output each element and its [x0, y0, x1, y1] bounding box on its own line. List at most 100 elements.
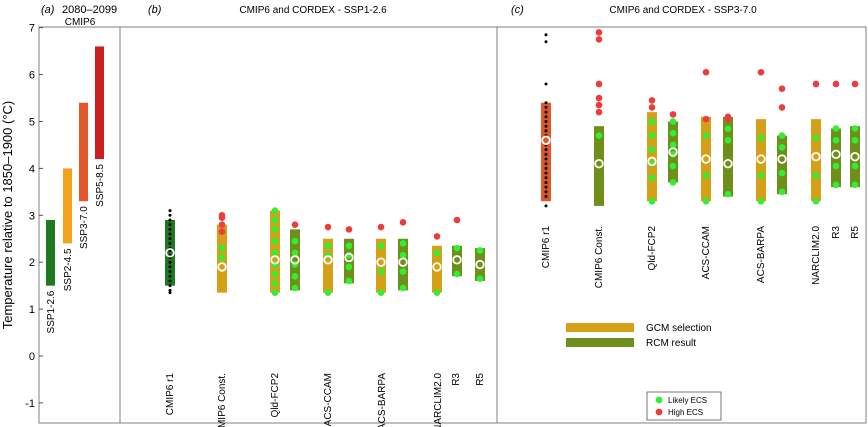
likely-ecs-dot [377, 289, 385, 296]
likely-ecs-dot [812, 172, 820, 179]
median-marker [290, 255, 300, 265]
ssp-range-bar [95, 46, 104, 160]
likely-ecs-dot [399, 268, 407, 275]
model-member-dot [544, 195, 548, 199]
y-tick-label: 4 [29, 163, 35, 175]
likely-ecs-dot [724, 125, 732, 132]
likely-ecs-dot [291, 249, 299, 257]
ssp-label: SSP3-7.0 [79, 206, 90, 249]
legend-high-marker [655, 408, 663, 416]
likely-ecs-dot [778, 169, 786, 177]
high-ecs-dot [702, 68, 710, 76]
median-marker [756, 154, 766, 164]
model-member-dot [168, 241, 172, 245]
model-member-dot [544, 166, 548, 170]
likely-ecs-dot [476, 275, 484, 282]
model-member-dot [544, 120, 548, 123]
high-ecs-dot [595, 80, 603, 88]
category-label: R5 [475, 373, 486, 386]
category-label: ACS-BARPA [756, 226, 767, 283]
median-marker [475, 259, 485, 270]
model-member-dot [544, 82, 548, 86]
panel-c-title: CMIP6 and CORDEX - SSP3-7.0 [609, 5, 757, 16]
model-member-dot [544, 129, 548, 133]
median-marker [398, 257, 408, 267]
likely-ecs-dot [757, 197, 765, 205]
likely-ecs-dot [218, 244, 226, 252]
likely-ecs-dot [832, 181, 840, 189]
ssp-label: SSP2-4.5 [63, 248, 74, 291]
likely-ecs-dot [271, 207, 279, 214]
panel-c-frame [496, 26, 867, 424]
legend-high-label: High ECS [668, 408, 703, 417]
range-bar [777, 135, 787, 195]
category-label: ACS-BARPA [377, 373, 388, 427]
high-ecs-dot [812, 80, 820, 88]
model-member-dot [168, 237, 172, 241]
category-label: R3 [831, 226, 842, 239]
high-ecs-dot [595, 36, 603, 43]
high-ecs-dot [648, 97, 656, 104]
model-member-dot [544, 185, 548, 189]
range-bar [850, 126, 860, 188]
median-marker [723, 159, 733, 169]
median-marker [668, 147, 678, 157]
panel-b-label: (b) [148, 4, 162, 16]
ssp-range-bar [63, 168, 72, 244]
panel-c-label: (c) [511, 4, 524, 16]
likely-ecs-dot [324, 242, 332, 250]
likely-ecs-dot [778, 143, 786, 151]
model-member-dot [168, 223, 172, 227]
high-ecs-dot [669, 111, 677, 118]
median-marker [777, 154, 787, 164]
likely-ecs-dot [851, 125, 859, 132]
median-marker [701, 154, 711, 164]
model-member-dot [168, 279, 172, 283]
likely-ecs-dot [476, 247, 484, 254]
range-bar [475, 248, 485, 281]
category-label: R3 [451, 373, 462, 386]
high-ecs-dot [595, 108, 603, 116]
high-ecs-dot [324, 223, 332, 231]
likely-ecs-dot [648, 132, 656, 139]
likely-ecs-dot [399, 251, 407, 259]
model-member-dot [544, 162, 548, 166]
model-member-dot [168, 288, 172, 292]
likely-ecs-dot [832, 162, 840, 170]
high-ecs-dot [778, 104, 786, 111]
likely-ecs-dot [832, 125, 840, 132]
high-ecs-dot [778, 85, 786, 92]
likely-ecs-dot [851, 136, 859, 144]
likely-ecs-dot [724, 136, 732, 144]
median-marker [811, 151, 821, 162]
model-member-dot [168, 265, 172, 269]
model-member-dot [168, 274, 172, 278]
likely-ecs-dot [724, 190, 732, 198]
median-marker [323, 255, 333, 265]
y-tick-label: -1 [25, 398, 35, 410]
ssp-range-bar [46, 219, 55, 286]
model-member-dot [168, 227, 172, 231]
likely-ecs-dot [648, 146, 656, 153]
high-ecs-dot [832, 80, 840, 88]
model-member-dot [544, 176, 548, 180]
category-label: Qld-FCP2 [647, 226, 658, 271]
likely-ecs-dot [399, 284, 407, 292]
likely-ecs-dot [648, 174, 656, 182]
model-member-dot [168, 270, 172, 274]
likely-ecs-dot [812, 134, 820, 142]
likely-ecs-dot [271, 249, 279, 257]
likely-ecs-dot [399, 240, 407, 247]
high-ecs-dot [702, 115, 710, 123]
model-member-dot [544, 148, 548, 152]
category-label: CMIP6 r1 [541, 226, 552, 269]
range-bar [723, 116, 733, 197]
y-tick-label: 7 [29, 23, 35, 35]
range-bar [398, 238, 408, 291]
y-tick-label: 6 [29, 70, 35, 82]
high-ecs-dot [724, 113, 732, 121]
median-marker [831, 149, 841, 160]
y-tick-label: 2 [29, 257, 35, 269]
likely-ecs-dot [669, 118, 677, 125]
range-bar [756, 119, 766, 202]
